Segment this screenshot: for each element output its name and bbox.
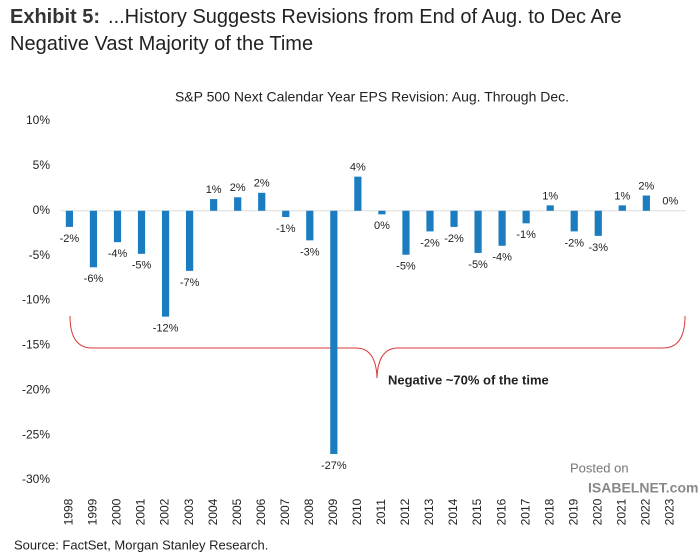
data-label: -5% bbox=[132, 260, 152, 272]
data-label: 1% bbox=[614, 190, 630, 202]
x-tick-label: 2002 bbox=[158, 498, 172, 525]
x-tick-label: 2003 bbox=[182, 498, 196, 525]
x-tick-label: 2006 bbox=[254, 498, 268, 525]
bar bbox=[642, 195, 650, 211]
chart-title: S&P 500 Next Calendar Year EPS Revision:… bbox=[175, 89, 569, 105]
bar bbox=[210, 199, 218, 211]
x-tick-label: 2007 bbox=[278, 498, 292, 525]
data-label: -2% bbox=[564, 237, 584, 249]
data-label: 2% bbox=[230, 182, 246, 194]
data-label: 1% bbox=[206, 184, 222, 196]
x-tick-label: 2013 bbox=[422, 498, 436, 525]
x-tick-label: 1999 bbox=[86, 498, 100, 525]
x-tick-label: 2000 bbox=[110, 498, 124, 525]
x-tick-label: 2004 bbox=[206, 498, 220, 525]
x-tick-label: 2021 bbox=[614, 498, 628, 525]
y-tick-label: 10% bbox=[26, 113, 50, 127]
data-label: -5% bbox=[396, 261, 416, 273]
bar bbox=[186, 210, 194, 271]
bar bbox=[354, 176, 362, 211]
bar bbox=[402, 210, 410, 255]
data-label: -4% bbox=[108, 248, 128, 260]
bar bbox=[282, 210, 290, 218]
x-tick-label: 2017 bbox=[518, 498, 532, 525]
x-tick-label: 2022 bbox=[639, 498, 653, 525]
data-label: -4% bbox=[492, 252, 512, 264]
data-label: -2% bbox=[420, 237, 440, 249]
y-tick-label: 0% bbox=[33, 203, 51, 217]
x-tick-label: 2019 bbox=[566, 498, 580, 525]
bar bbox=[474, 210, 482, 253]
x-tick-label: 2005 bbox=[230, 498, 244, 525]
data-label: -1% bbox=[516, 229, 536, 241]
y-tick-label: -30% bbox=[22, 472, 50, 486]
x-tick-label: 2014 bbox=[446, 498, 460, 525]
annotation: Negative ~70% of the time bbox=[388, 372, 549, 387]
bar bbox=[161, 210, 170, 317]
bar bbox=[378, 210, 386, 215]
data-label: -2% bbox=[60, 233, 80, 245]
data-label: 2% bbox=[638, 180, 654, 192]
y-tick-label: -5% bbox=[29, 248, 51, 262]
data-label: 0% bbox=[374, 220, 390, 232]
data-label: -3% bbox=[588, 242, 608, 254]
bar bbox=[234, 197, 242, 211]
bar bbox=[522, 210, 530, 224]
data-label: 0% bbox=[662, 196, 678, 208]
x-tick-label: 2015 bbox=[470, 498, 484, 525]
bar bbox=[113, 210, 122, 243]
brace bbox=[69, 315, 686, 379]
data-label: -5% bbox=[468, 259, 488, 271]
watermark: ISABELNET.com bbox=[588, 480, 698, 496]
bar bbox=[546, 205, 554, 211]
x-tick-label: 2023 bbox=[663, 498, 677, 525]
data-label: -7% bbox=[180, 277, 200, 289]
bar bbox=[498, 210, 506, 246]
exhibit-label: Exhibit 5: bbox=[10, 6, 101, 28]
x-tick-label: 2011 bbox=[374, 499, 388, 525]
y-tick-label: -15% bbox=[22, 338, 50, 352]
x-tick-label: 2012 bbox=[398, 498, 412, 525]
x-tick-label: 2009 bbox=[326, 498, 340, 525]
bar bbox=[426, 210, 434, 232]
y-tick-label: 5% bbox=[33, 158, 51, 172]
x-tick-label: 2008 bbox=[302, 498, 316, 525]
bar bbox=[137, 210, 146, 254]
y-tick-label: -25% bbox=[22, 427, 50, 441]
watermark: Posted on bbox=[570, 460, 629, 475]
data-label: -6% bbox=[84, 273, 104, 285]
x-tick-label: 2010 bbox=[350, 498, 364, 525]
data-label: -1% bbox=[276, 223, 296, 235]
data-label: -27% bbox=[321, 460, 347, 472]
bar bbox=[330, 210, 338, 454]
headline-text: ...History Suggests Revisions from End o… bbox=[10, 6, 622, 55]
data-label: -12% bbox=[153, 323, 179, 335]
source: Source: FactSet, Morgan Stanley Research… bbox=[14, 537, 268, 552]
bar bbox=[570, 210, 578, 232]
bar bbox=[65, 210, 74, 227]
bar bbox=[89, 210, 98, 268]
data-label: 1% bbox=[542, 190, 558, 202]
data-label: 4% bbox=[350, 162, 366, 174]
y-tick-label: -20% bbox=[22, 382, 50, 396]
bar bbox=[618, 205, 626, 211]
data-label: -2% bbox=[444, 233, 464, 245]
bar bbox=[258, 192, 266, 211]
data-label: 2% bbox=[254, 178, 270, 190]
data-label: -3% bbox=[300, 246, 320, 258]
x-tick-label: 2018 bbox=[542, 498, 556, 525]
headline: Exhibit 5: ...History Suggests Revisions … bbox=[10, 4, 650, 58]
x-tick-label: 2016 bbox=[494, 498, 508, 525]
y-tick-label: -10% bbox=[22, 293, 50, 307]
bar bbox=[306, 210, 314, 241]
x-tick-label: 2001 bbox=[134, 498, 148, 525]
x-tick-label: 1998 bbox=[62, 498, 76, 525]
bar bbox=[450, 210, 458, 227]
bar bbox=[594, 210, 602, 236]
x-tick-label: 2020 bbox=[590, 498, 604, 525]
